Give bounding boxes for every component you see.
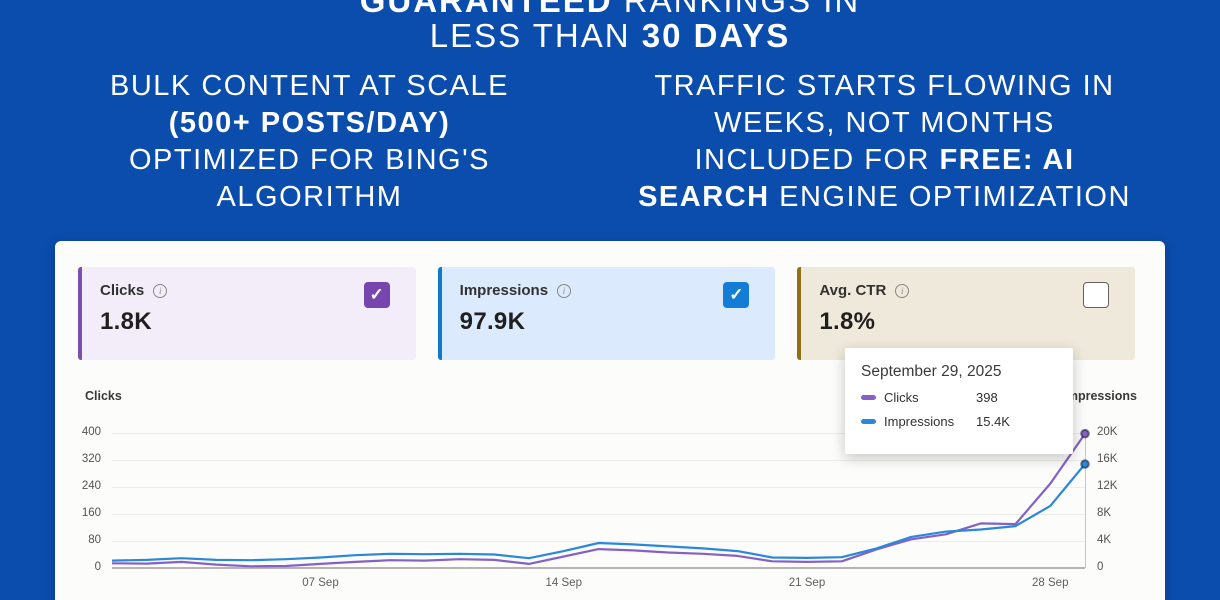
- clicks-checkbox[interactable]: ✓: [363, 282, 390, 308]
- gridline: [112, 541, 1085, 542]
- feature-right-line-4-rest: ENGINE OPTIMIZATION: [769, 181, 1131, 213]
- info-icon[interactable]: i: [895, 283, 910, 298]
- info-icon[interactable]: i: [557, 283, 572, 298]
- feature-right-line-2: WEEKS, NOT MONTHS: [714, 107, 1055, 139]
- avg-ctr-card-value: 1.8%: [819, 308, 876, 335]
- hero-line2-rest: LESS THAN: [429, 17, 642, 54]
- y-axis-tick-left: 160: [81, 507, 101, 519]
- metric-card-clicks[interactable]: Clicks i ✓ 1.8K: [78, 267, 416, 360]
- metric-cards: Clicks i ✓ 1.8K Impressions i ✓ 97.9K Av…: [78, 267, 1136, 360]
- gridline: [112, 514, 1085, 515]
- y-axis-tick-left: 400: [81, 426, 101, 438]
- hero-line1-bold: GUARANTEED: [359, 0, 613, 19]
- y-axis-tick-left: 80: [88, 534, 101, 546]
- feature-right: TRAFFIC STARTS FLOWING IN WEEKS, NOT MON…: [574, 68, 1195, 216]
- feature-right-line-3: INCLUDED FOR FREE: AI: [574, 142, 1195, 179]
- feature-right-line-3-rest: INCLUDED FOR: [694, 144, 940, 176]
- x-axis-baseline: [112, 567, 1085, 569]
- analytics-panel: Clicks i ✓ 1.8K Impressions i ✓ 97.9K Av…: [55, 241, 1165, 600]
- hover-indicator-line: [1085, 429, 1086, 568]
- clicks-series-swatch: [861, 395, 876, 400]
- feature-left-line-1: BULK CONTENT AT SCALE: [110, 70, 509, 102]
- tooltip-impressions-value: 15.4K: [976, 414, 1010, 429]
- y-axis-tick-left: 240: [81, 480, 101, 492]
- feature-right-line-3-bold: FREE: AI: [939, 144, 1075, 176]
- hero-headline: GUARANTEED RANKINGS IN LESS THAN 30 DAYS: [0, 0, 1220, 53]
- gridline: [112, 487, 1085, 488]
- tooltip-date: September 29, 2025: [861, 363, 1002, 380]
- feature-left-line-2: (500+ POSTS/DAY): [45, 105, 574, 142]
- x-axis-tick: 28 Sep: [1032, 577, 1069, 589]
- y-axis-tick-right: 16K: [1097, 453, 1118, 465]
- feature-left: BULK CONTENT AT SCALE (500+ POSTS/DAY) O…: [45, 68, 574, 216]
- x-axis-tick: 14 Sep: [545, 577, 582, 589]
- feature-columns: BULK CONTENT AT SCALE (500+ POSTS/DAY) O…: [45, 68, 1195, 216]
- clicks-card-value: 1.8K: [100, 308, 152, 335]
- feature-right-line-1: TRAFFIC STARTS FLOWING IN: [654, 70, 1115, 102]
- y-axis-tick-left: 0: [94, 561, 101, 573]
- tooltip-row-clicks: Clicks 398: [861, 390, 1057, 405]
- y-axis-tick-right: 4K: [1097, 534, 1112, 546]
- right-axis-title: Impressions: [1063, 389, 1137, 403]
- metric-card-avg-ctr[interactable]: Avg. CTR i 1.8%: [797, 267, 1136, 360]
- chart-tooltip: September 29, 2025 Clicks 398 Impression…: [845, 348, 1073, 454]
- x-axis-tick: 07 Sep: [302, 577, 339, 589]
- feature-left-line-4: ALGORITHM: [216, 181, 403, 213]
- y-axis-tick-right: 20K: [1097, 426, 1118, 438]
- hero-line-2: LESS THAN 30 DAYS: [0, 18, 1220, 53]
- impressions-series-swatch: [861, 419, 876, 424]
- tooltip-impressions-label: Impressions: [884, 414, 955, 429]
- tooltip-row-impressions: Impressions 15.4K: [861, 414, 1057, 429]
- metric-card-impressions[interactable]: Impressions i ✓ 97.9K: [437, 267, 776, 360]
- hero-line2-bold: 30 DAYS: [641, 17, 791, 54]
- y-axis-tick-right: 0: [1097, 561, 1104, 573]
- info-icon[interactable]: i: [153, 283, 168, 298]
- feature-right-line-4: SEARCH ENGINE OPTIMIZATION: [574, 179, 1195, 216]
- impressions-checkbox[interactable]: ✓: [723, 282, 750, 308]
- tooltip-clicks-value: 398: [976, 390, 998, 405]
- hero-line-1: GUARANTEED RANKINGS IN: [0, 0, 1220, 18]
- clicks-card-label: Clicks: [100, 282, 145, 299]
- y-axis-tick-right: 8K: [1097, 507, 1112, 519]
- feature-right-line-4-bold: SEARCH: [638, 181, 770, 213]
- hero-line1-rest: RANKINGS IN: [612, 0, 861, 19]
- avg-ctr-checkbox[interactable]: [1083, 282, 1110, 308]
- x-axis-tick: 21 Sep: [788, 577, 826, 589]
- y-axis-tick-left: 320: [81, 453, 101, 465]
- feature-left-line-2-bold: (500+ POSTS/DAY): [168, 107, 451, 139]
- gridline: [112, 460, 1085, 461]
- feature-left-line-3: OPTIMIZED FOR BING'S: [129, 144, 490, 176]
- avg-ctr-card-label: Avg. CTR: [819, 282, 887, 299]
- y-axis-tick-right: 12K: [1097, 480, 1118, 492]
- left-axis-title: Clicks: [85, 389, 122, 403]
- tooltip-clicks-label: Clicks: [884, 390, 919, 405]
- impressions-card-label: Impressions: [459, 282, 549, 299]
- impressions-card-value: 97.9K: [459, 308, 526, 335]
